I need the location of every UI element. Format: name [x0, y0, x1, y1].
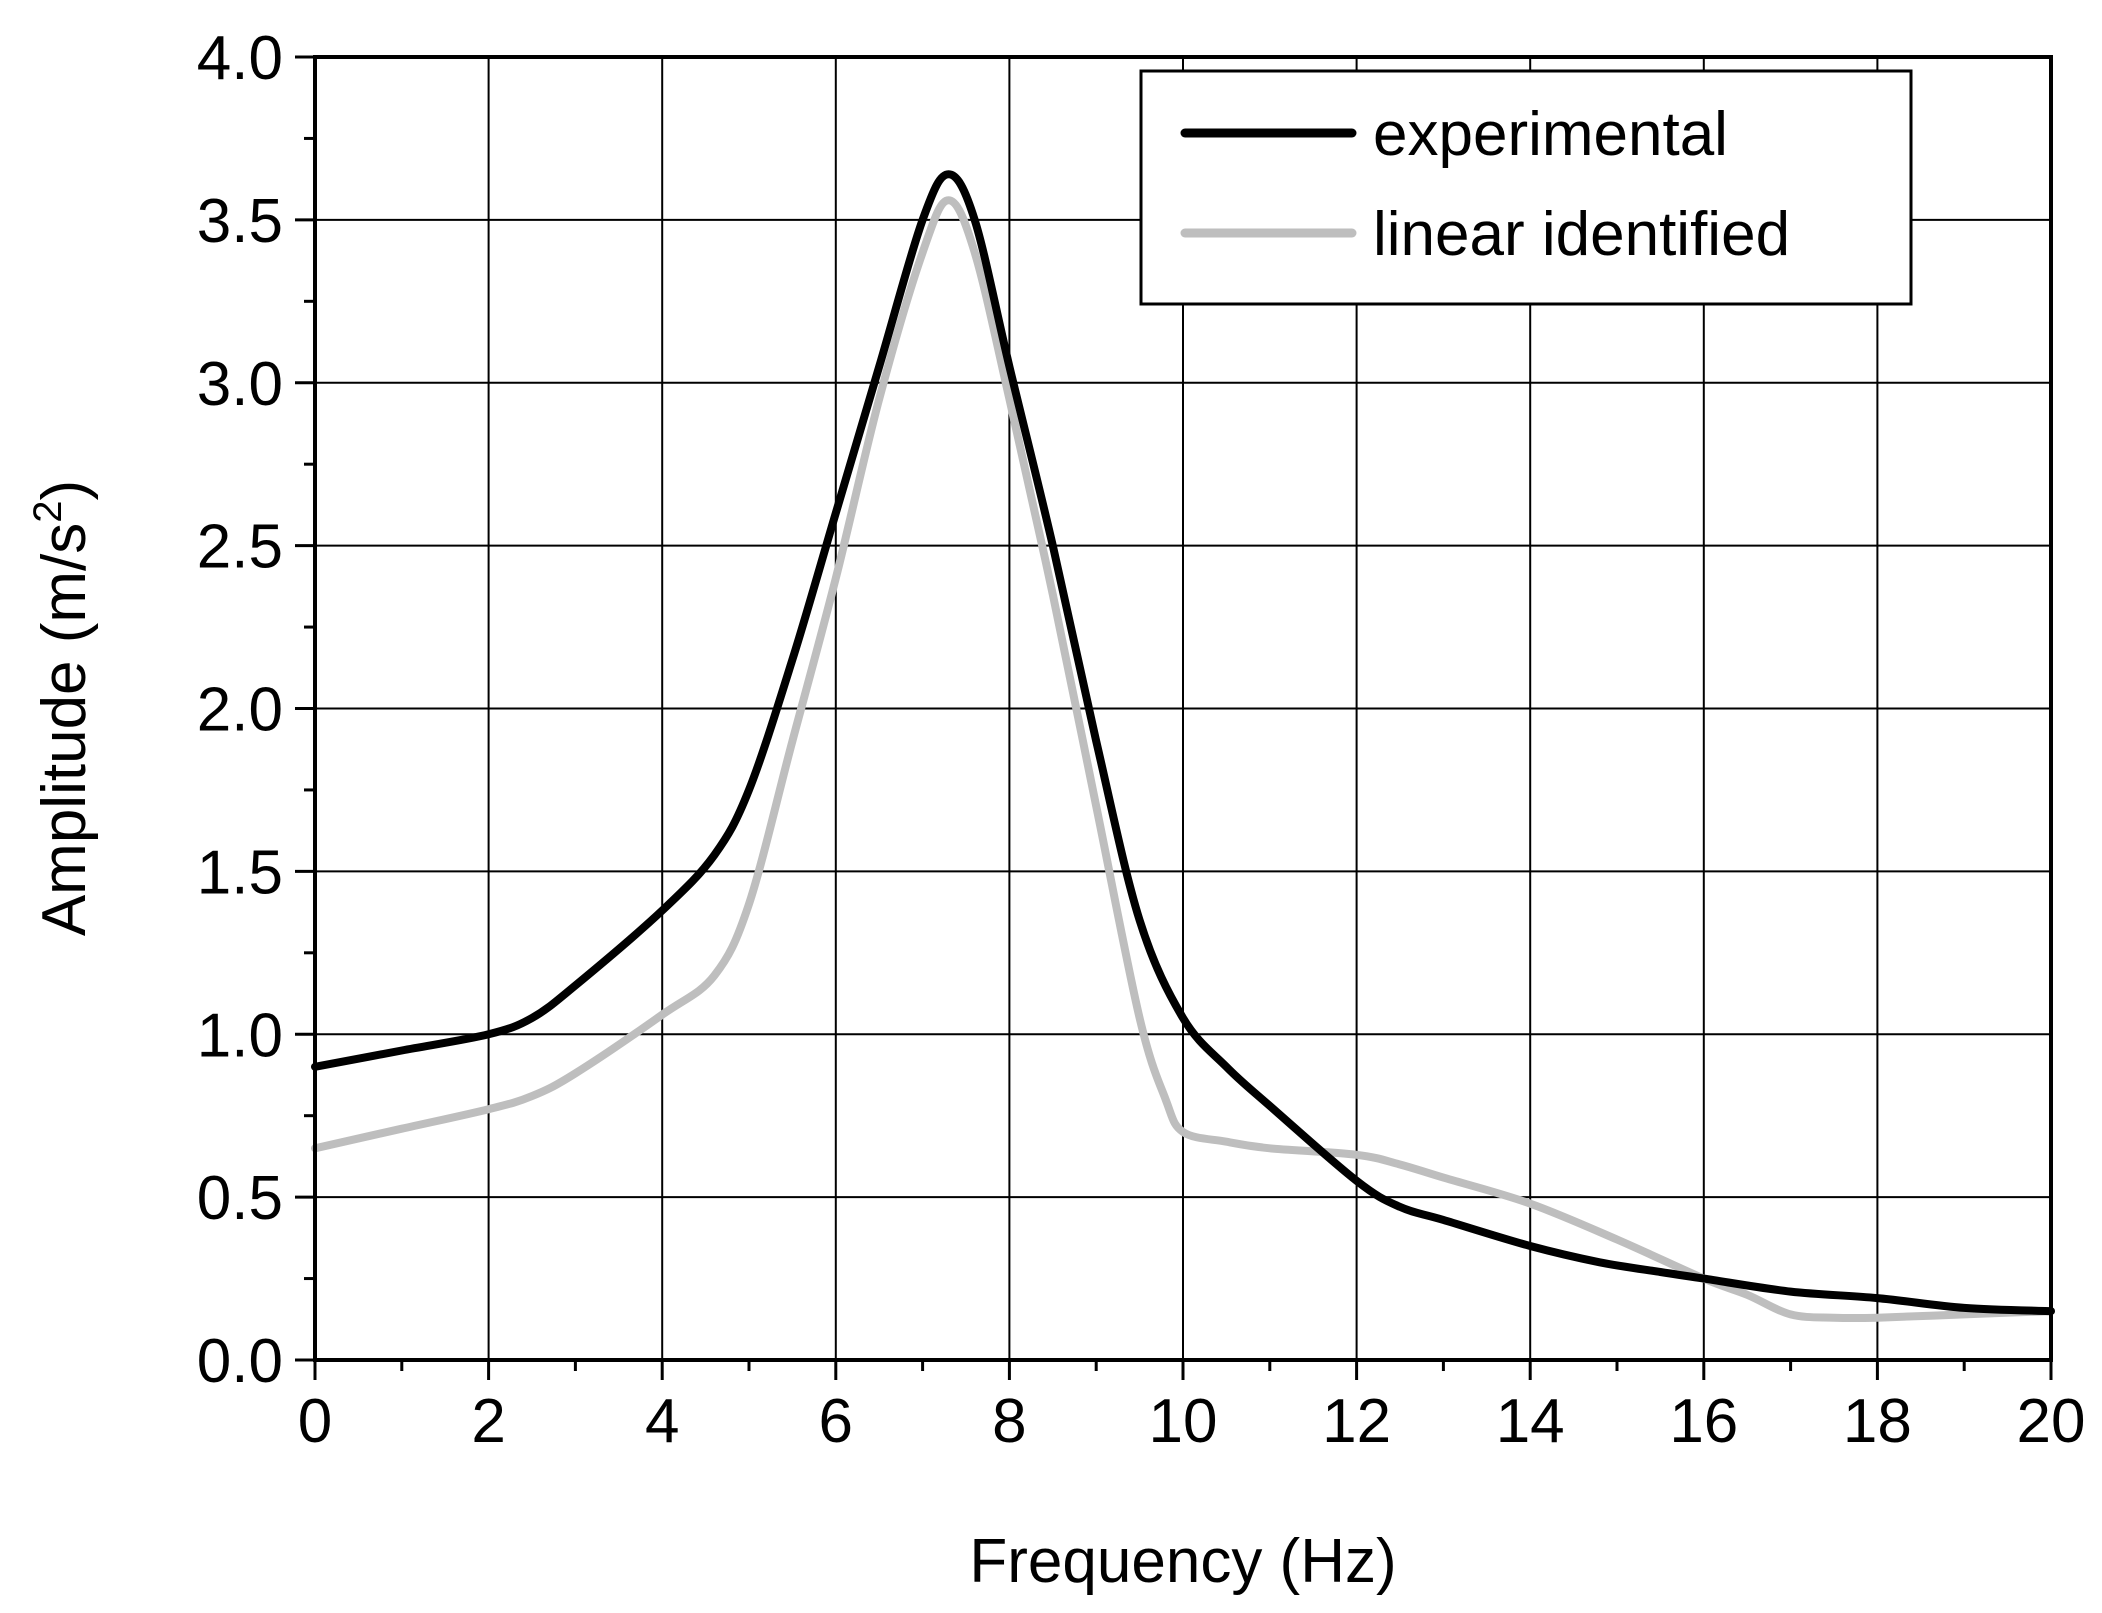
y-axis-title-main: Amplitude (m/s — [30, 523, 99, 936]
y-tick-label: 2.5 — [197, 513, 283, 582]
x-tick-label: 20 — [2017, 1387, 2086, 1456]
x-tick-label: 8 — [992, 1387, 1026, 1456]
legend-box — [1139, 69, 1913, 306]
data-series — [311, 170, 2055, 1323]
y-tick-label: 1.5 — [197, 838, 283, 907]
x-tick-label: 10 — [1149, 1387, 1218, 1456]
y-tick-label: 0.0 — [197, 1327, 283, 1396]
legend-label-experimental: experimental — [1373, 100, 1728, 169]
x-tick-label: 2 — [471, 1387, 505, 1456]
y-tick-label: 1.0 — [197, 1001, 283, 1070]
y-axis-title: Amplitude (m/s2) — [26, 480, 99, 936]
x-tick-label: 12 — [1322, 1387, 1391, 1456]
y-axis-title-close: ) — [30, 480, 99, 501]
legend-label-linear-identified: linear identified — [1373, 200, 1790, 269]
y-axis-title-superscript: 2 — [26, 500, 70, 522]
axis-ticks — [295, 55, 2053, 1380]
x-tick-label: 18 — [1843, 1387, 1912, 1456]
x-tick-label: 14 — [1496, 1387, 1565, 1456]
y-tick-label: 0.5 — [197, 1164, 283, 1233]
series-line-experimental — [311, 170, 2055, 1316]
tick-labels: 0 2 4 6 8 10 12 14 16 18 20 0.0 0.5 1.0 1.5 2.0 2.5 3.0 3.… — [197, 24, 2086, 1456]
x-tick-label: 4 — [645, 1387, 679, 1456]
y-tick-label: 3.0 — [197, 350, 283, 419]
y-tick-label: 3.5 — [197, 187, 283, 256]
y-tick-label: 2.0 — [197, 676, 283, 745]
x-tick-label: 6 — [819, 1387, 853, 1456]
y-tick-label: 4.0 — [197, 24, 283, 93]
x-tick-label: 0 — [298, 1387, 332, 1456]
x-tick-label: 16 — [1669, 1387, 1738, 1456]
legend: experimental linear identified — [1139, 69, 1913, 306]
x-axis-title: Frequency (Hz) — [969, 1527, 1396, 1596]
